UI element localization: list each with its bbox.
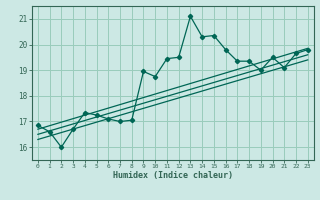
X-axis label: Humidex (Indice chaleur): Humidex (Indice chaleur) xyxy=(113,171,233,180)
